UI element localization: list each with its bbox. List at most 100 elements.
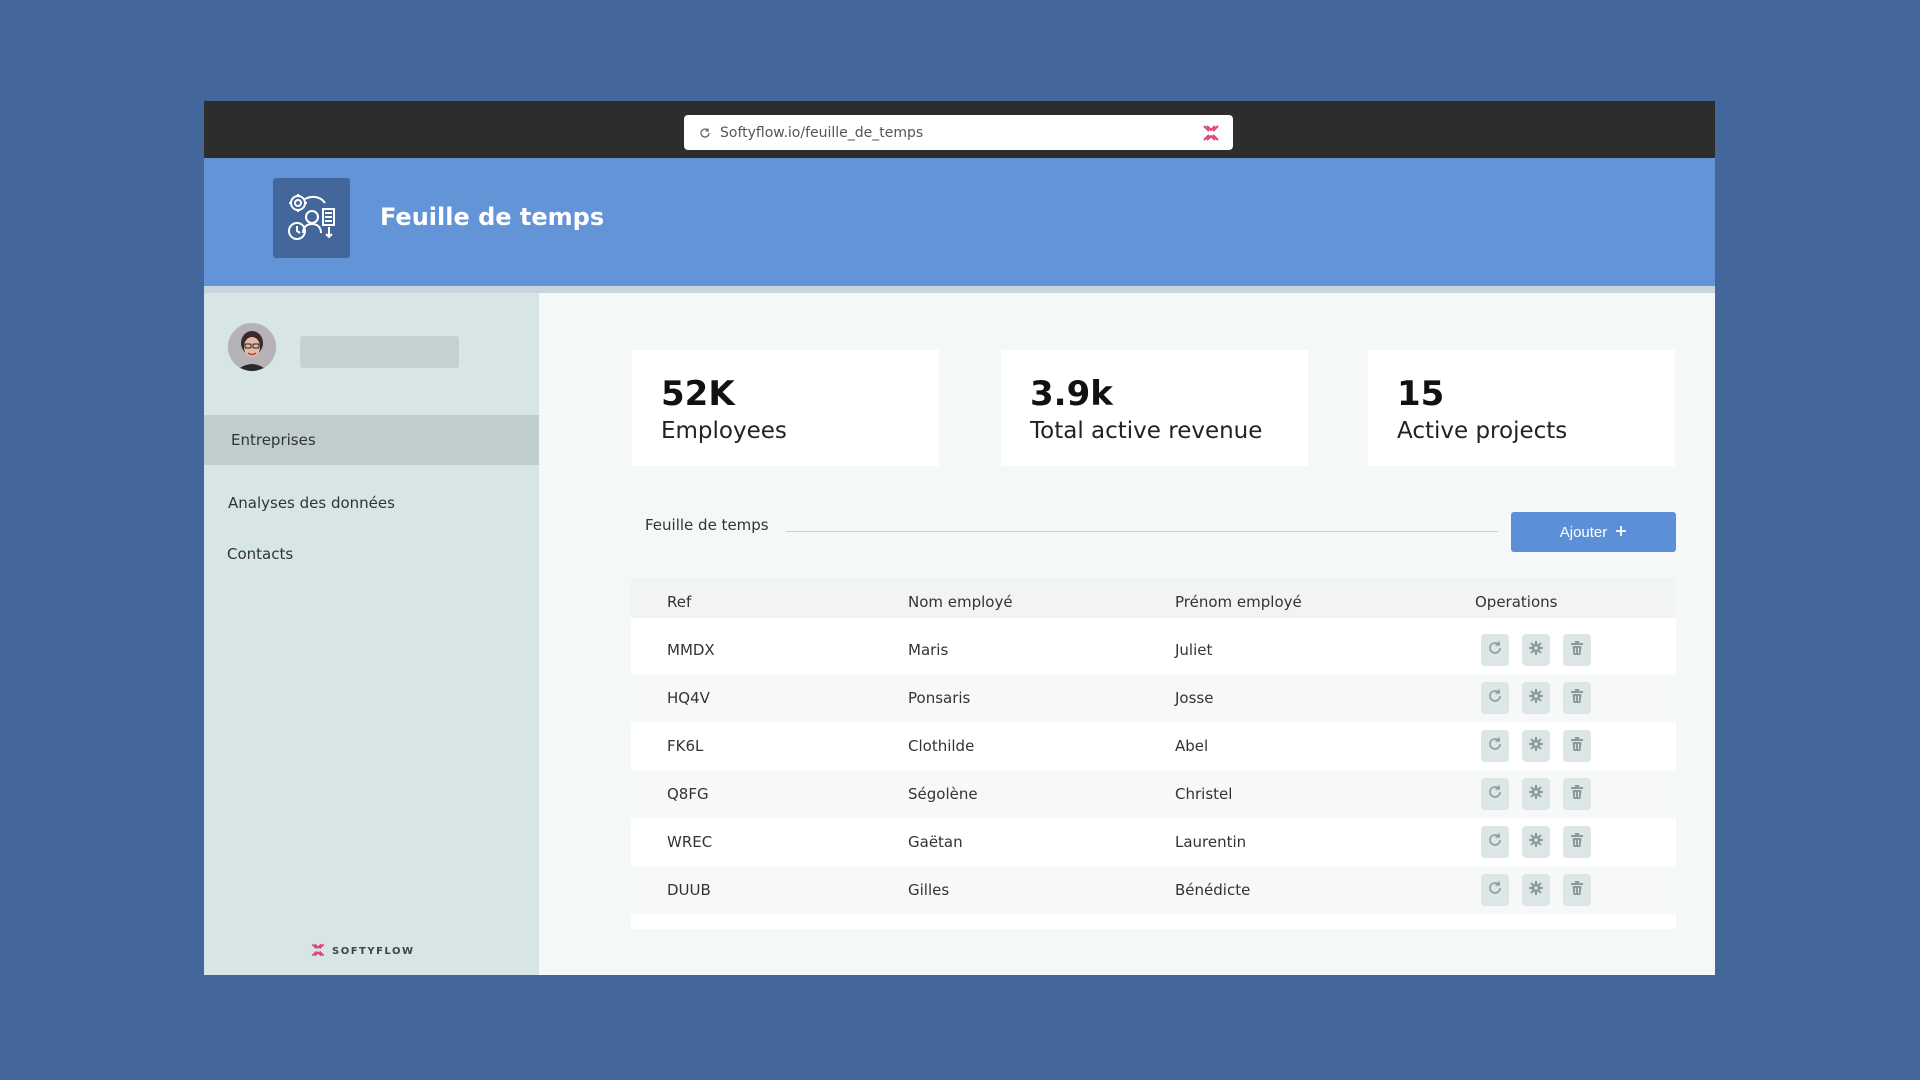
- row-operations: [1481, 682, 1591, 714]
- table-row: DUUB Gilles Bénédicte: [631, 866, 1676, 914]
- refresh-icon: [1486, 735, 1504, 757]
- add-button-label: Ajouter: [1559, 523, 1608, 541]
- brand-name: SOFTYFLOW: [332, 946, 415, 957]
- refresh-button[interactable]: [1481, 778, 1509, 810]
- table-row: Q8FG Ségolène Christel: [631, 770, 1676, 818]
- stat-card-revenue: 3.9k Total active revenue: [1001, 350, 1308, 466]
- stat-label: Employees: [661, 418, 787, 444]
- stat-value: 52K: [661, 374, 735, 414]
- user-name-placeholder: [300, 336, 459, 368]
- row-operations: [1481, 826, 1591, 858]
- delete-button[interactable]: [1563, 634, 1591, 666]
- delete-button[interactable]: [1563, 682, 1591, 714]
- refresh-button[interactable]: [1481, 826, 1509, 858]
- cell-nom: Maris: [908, 641, 949, 659]
- cell-nom: Gilles: [908, 881, 950, 899]
- trash-icon: [1570, 880, 1584, 900]
- delete-button[interactable]: [1563, 778, 1591, 810]
- address-bar[interactable]: Softyflow.io/feuille_de_temps: [684, 115, 1233, 150]
- row-operations: [1481, 874, 1591, 906]
- gear-icon: [1528, 880, 1544, 900]
- refresh-icon: [1486, 879, 1504, 901]
- sidebar-item-label: Contacts: [227, 545, 294, 563]
- settings-button[interactable]: [1522, 778, 1550, 810]
- cell-prenom: Abel: [1175, 737, 1209, 755]
- settings-button[interactable]: [1522, 826, 1550, 858]
- section-title: Feuille de temps: [645, 516, 769, 534]
- browser-bar: Softyflow.io/feuille_de_temps: [204, 101, 1715, 158]
- plus-icon: [1615, 524, 1627, 541]
- gear-icon: [1528, 736, 1544, 756]
- settings-button[interactable]: [1522, 874, 1550, 906]
- refresh-icon: [1486, 687, 1504, 709]
- softyflow-logo-icon: [310, 942, 326, 961]
- stat-value: 15: [1397, 374, 1445, 414]
- gear-icon: [1528, 688, 1544, 708]
- gear-icon: [1528, 640, 1544, 660]
- column-header-prenom[interactable]: Prénom employé: [1175, 593, 1302, 611]
- trash-icon: [1570, 832, 1584, 852]
- cell-ref: Q8FG: [667, 785, 709, 803]
- url-text: Softyflow.io/feuille_de_temps: [720, 124, 924, 141]
- table-row: HQ4V Ponsaris Josse: [631, 674, 1676, 722]
- reload-icon[interactable]: [698, 126, 712, 140]
- add-button[interactable]: Ajouter: [1511, 512, 1676, 552]
- row-operations: [1481, 778, 1591, 810]
- settings-button[interactable]: [1522, 634, 1550, 666]
- cell-nom: Gaëtan: [908, 833, 963, 851]
- refresh-button[interactable]: [1481, 874, 1509, 906]
- trash-icon: [1570, 736, 1584, 756]
- table-row: WREC Gaëtan Laurentin: [631, 818, 1676, 866]
- cell-ref: FK6L: [667, 737, 704, 755]
- app-header: Feuille de temps: [204, 158, 1715, 293]
- stat-label: Active projects: [1397, 418, 1568, 444]
- timesheet-table: Ref Nom employé Prénom employé Operation…: [631, 578, 1676, 929]
- trash-icon: [1570, 640, 1584, 660]
- delete-button[interactable]: [1563, 874, 1591, 906]
- cell-ref: MMDX: [667, 641, 715, 659]
- refresh-icon: [1486, 783, 1504, 805]
- sidebar-item-analyses[interactable]: Analyses des données: [204, 478, 539, 528]
- refresh-button[interactable]: [1481, 730, 1509, 762]
- trash-icon: [1570, 784, 1584, 804]
- cell-prenom: Laurentin: [1175, 833, 1247, 851]
- stat-card-employees: 52K Employees: [632, 350, 939, 466]
- sidebar-item-label: Entreprises: [231, 431, 316, 449]
- gear-icon: [1528, 832, 1544, 852]
- cell-prenom: Josse: [1175, 689, 1214, 707]
- refresh-button[interactable]: [1481, 634, 1509, 666]
- refresh-icon: [1486, 639, 1504, 661]
- stat-card-projects: 15 Active projects: [1368, 350, 1675, 466]
- section-divider: [786, 531, 1498, 532]
- settings-button[interactable]: [1522, 682, 1550, 714]
- cell-nom: Ségolène: [908, 785, 978, 803]
- sidebar: Entreprises Analyses des données Contact…: [204, 293, 539, 975]
- column-header-ref[interactable]: Ref: [667, 593, 692, 611]
- trash-icon: [1570, 688, 1584, 708]
- stat-label: Total active revenue: [1030, 418, 1263, 444]
- sidebar-item-label: Analyses des données: [228, 494, 395, 512]
- sidebar-item-contacts[interactable]: Contacts: [204, 529, 539, 579]
- gear-icon: [1528, 784, 1544, 804]
- cell-nom: Ponsaris: [908, 689, 971, 707]
- table-row: MMDX Maris Juliet: [631, 626, 1676, 674]
- cell-nom: Clothilde: [908, 737, 975, 755]
- cell-ref: HQ4V: [667, 689, 710, 707]
- timesheet-logo-icon: [273, 178, 350, 258]
- cell-prenom: Juliet: [1175, 641, 1213, 659]
- delete-button[interactable]: [1563, 826, 1591, 858]
- softyflow-logo-icon: [1201, 123, 1221, 143]
- sidebar-brand: SOFTYFLOW: [310, 942, 414, 961]
- cell-ref: WREC: [667, 833, 713, 851]
- table-header: Ref Nom employé Prénom employé Operation…: [631, 578, 1676, 618]
- page-title: Feuille de temps: [380, 203, 605, 231]
- cell-prenom: Bénédicte: [1175, 881, 1251, 899]
- settings-button[interactable]: [1522, 730, 1550, 762]
- sidebar-item-entreprises[interactable]: Entreprises: [204, 415, 539, 465]
- column-header-nom[interactable]: Nom employé: [908, 593, 1013, 611]
- avatar[interactable]: [228, 323, 276, 371]
- refresh-button[interactable]: [1481, 682, 1509, 714]
- table-row: FK6L Clothilde Abel: [631, 722, 1676, 770]
- row-operations: [1481, 730, 1591, 762]
- delete-button[interactable]: [1563, 730, 1591, 762]
